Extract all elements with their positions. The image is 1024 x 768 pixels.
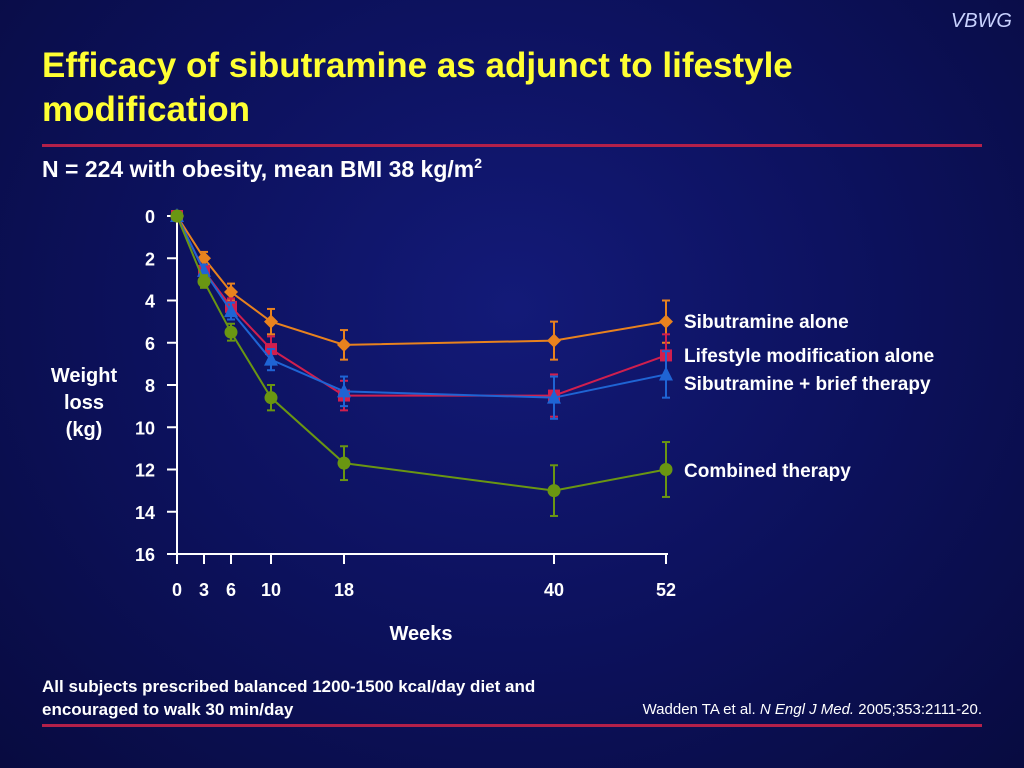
y-tick-label-16: 16 <box>135 545 155 565</box>
data-point-3-3 <box>264 351 278 366</box>
series-label-4: Combined therapy <box>684 461 851 482</box>
data-point-1-4 <box>337 337 351 352</box>
y-tick-label-14: 14 <box>135 503 155 523</box>
y-tick-label-4: 4 <box>145 292 155 312</box>
footnote: All subjects prescribed balanced 1200-15… <box>42 677 536 719</box>
citation: Wadden TA et al. N Engl J Med. 2005;353:… <box>643 701 982 718</box>
data-point-3-4 <box>337 383 351 398</box>
x-tick-label-3: 3 <box>199 580 209 600</box>
y-tick-label-10: 10 <box>135 418 155 438</box>
citation-authors: Wadden TA et al. <box>642 701 756 718</box>
data-point-1-5 <box>547 333 561 348</box>
brand-logo-text: VBWG <box>950 10 1012 32</box>
x-axis-title: Weeks <box>389 623 452 645</box>
data-point-4-6 <box>659 463 673 476</box>
y-tick-label-12: 12 <box>135 461 155 481</box>
series-line-4 <box>176 215 667 492</box>
x-tick-label-6: 6 <box>226 580 236 600</box>
data-point-4-1 <box>197 274 211 288</box>
y-tick-label-0: 0 <box>145 207 155 227</box>
series-label-2: Lifestyle modification alone <box>684 346 934 367</box>
data-point-4-3 <box>264 391 278 405</box>
y-axis-title-line-2: loss <box>64 392 104 414</box>
y-tick-label-2: 2 <box>145 249 155 269</box>
subtitle-text: N = 224 with obesity, mean BMI 38 kg/m <box>42 156 475 182</box>
y-axis-title-line-3: (kg) <box>66 419 103 441</box>
slide-title: Efficacy of sibutramine as adjunct to li… <box>42 46 793 129</box>
x-tick-label-52: 52 <box>656 580 676 600</box>
footer-divider <box>42 724 982 727</box>
data-point-1-2 <box>224 285 238 300</box>
slide-subtitle: N = 224 with obesity, mean BMI 38 kg/m2 <box>42 155 482 183</box>
citation-journal: N Engl J Med. <box>759 701 855 718</box>
series-line-1 <box>176 215 667 346</box>
data-point-1-3 <box>264 314 278 329</box>
data-point-4-0 <box>170 209 184 223</box>
series-label-1: Sibutramine alone <box>684 312 849 333</box>
citation-details: 2005;353:2111-20. <box>858 701 982 718</box>
data-point-3-2 <box>224 303 238 318</box>
data-point-4-5 <box>547 484 561 498</box>
x-tick-label-0: 0 <box>172 580 182 600</box>
title-divider <box>42 144 982 147</box>
data-point-4-2 <box>224 325 238 339</box>
x-tick-label-10: 10 <box>261 580 281 600</box>
data-point-3-5 <box>547 389 561 404</box>
y-tick-label-6: 6 <box>145 334 155 354</box>
data-point-3-6 <box>659 366 673 381</box>
y-tick-label-8: 8 <box>145 376 155 396</box>
data-point-4-4 <box>337 456 351 470</box>
series-label-3: Sibutramine + brief therapy <box>684 374 931 395</box>
x-tick-label-18: 18 <box>334 580 354 600</box>
data-point-1-6 <box>659 314 673 329</box>
y-axis-title-line-1: Weight <box>51 365 118 387</box>
x-tick-label-40: 40 <box>544 580 564 600</box>
subtitle-superscript: 2 <box>474 155 483 171</box>
